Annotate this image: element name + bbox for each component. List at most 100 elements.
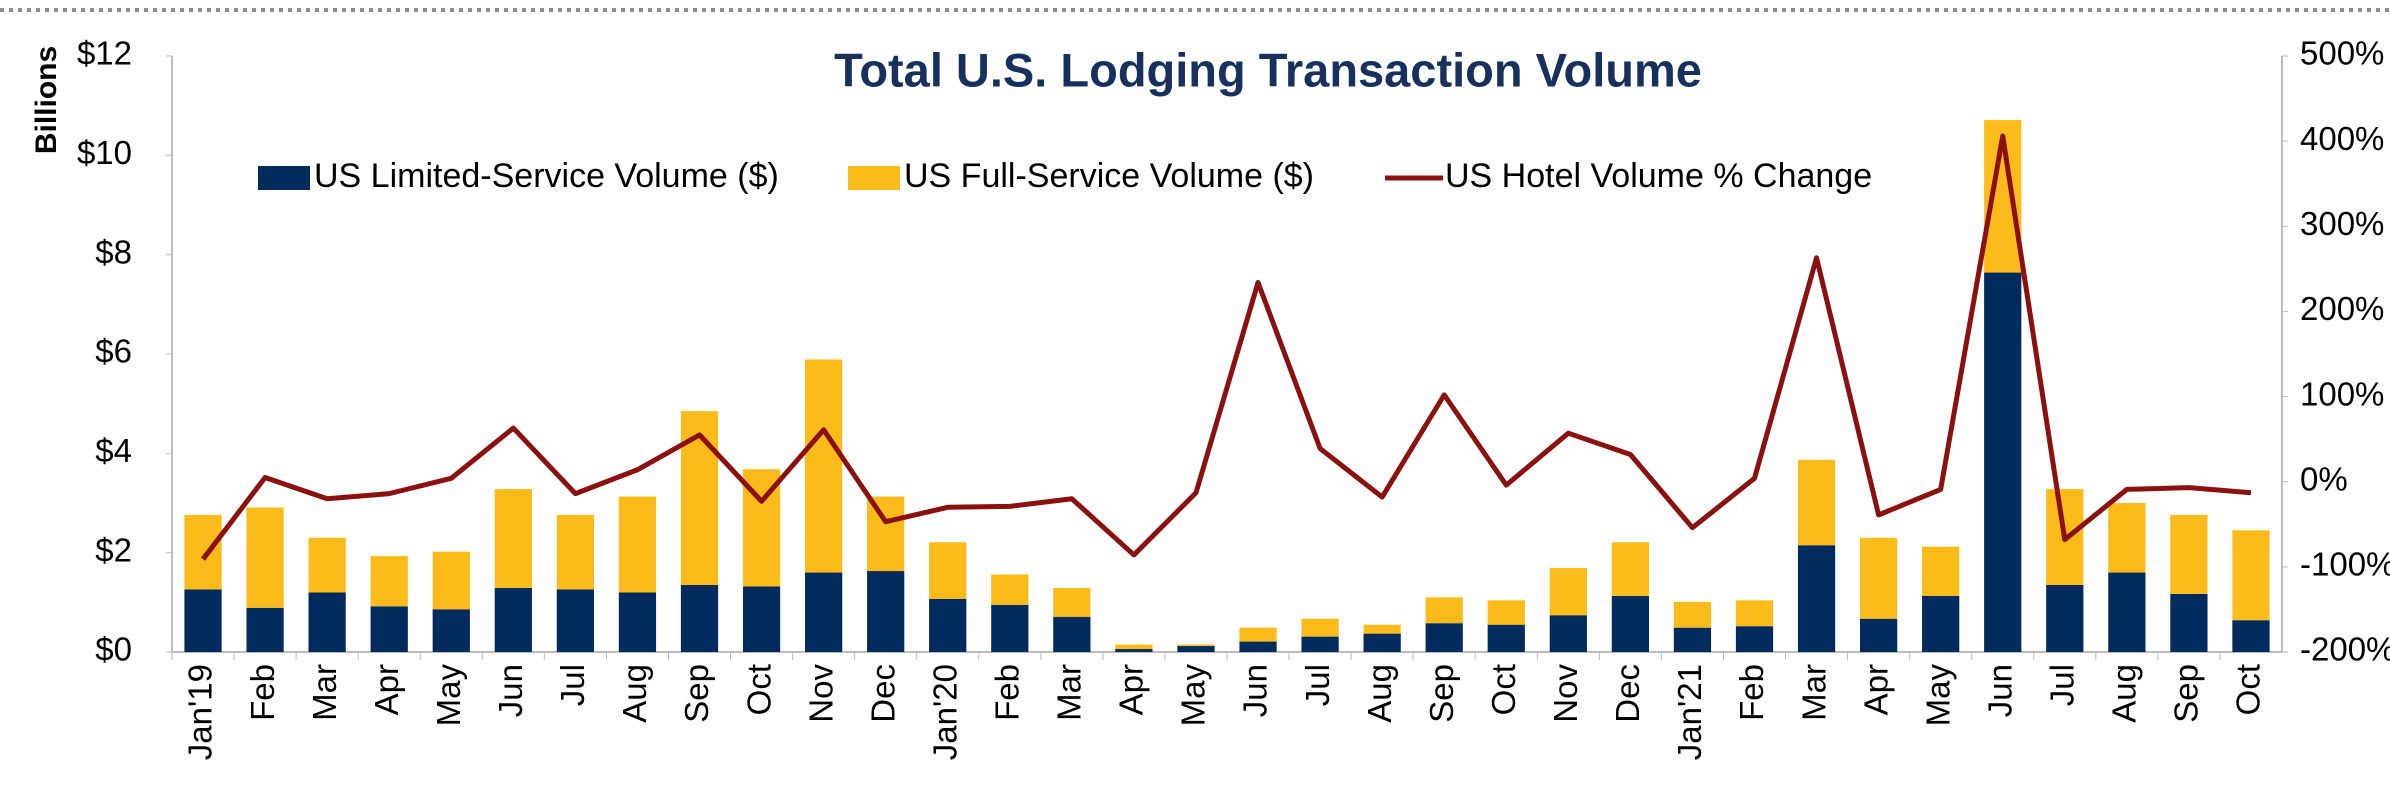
bar: [929, 542, 967, 599]
x-tick-label: Oct: [2230, 664, 2267, 715]
x-tick-label: Aug: [616, 664, 653, 723]
bar: [2232, 530, 2270, 621]
x-tick-label: Jan'19: [182, 664, 219, 760]
bar: [184, 589, 222, 652]
x-tick-label: Apr: [1857, 664, 1894, 715]
x-tick-label: Jan'21: [1671, 664, 1708, 760]
y-tick-label: $12: [77, 35, 132, 72]
bar: [1611, 595, 1649, 652]
x-tick-label: Jul: [1299, 664, 1336, 706]
bar: [1363, 624, 1401, 634]
bar: [1611, 542, 1649, 596]
x-tick-label: Mar: [1795, 664, 1832, 721]
bar: [1922, 546, 1960, 596]
bar: [991, 604, 1029, 652]
bar: [1425, 597, 1463, 624]
legend-label: US Limited-Service Volume ($): [314, 157, 779, 195]
x-tick-label: May: [1919, 664, 1956, 727]
bar: [432, 551, 470, 610]
bar: [1487, 624, 1525, 652]
y-tick-label: $4: [95, 432, 132, 469]
bar: [2170, 593, 2208, 652]
bar: [494, 489, 532, 588]
bar: [1673, 601, 1712, 628]
x-tick-label: Jun: [492, 664, 529, 717]
y-tick-label: $0: [95, 631, 132, 668]
bar: [1984, 272, 2022, 652]
bar: [2170, 514, 2208, 594]
x-tick-label: Oct: [1485, 664, 1522, 715]
x-tick-label: Dec: [1609, 664, 1646, 723]
bar: [1239, 627, 1277, 642]
bar: [1735, 600, 1774, 627]
legend-swatch: [848, 166, 900, 190]
x-tick-label: Jun: [1981, 664, 2018, 717]
x-tick-label: Nov: [802, 664, 839, 723]
bar: [618, 592, 657, 652]
x-tick-label: Aug: [2106, 664, 2143, 723]
bar: [1115, 649, 1153, 652]
y-axis-label: Billions: [30, 46, 63, 154]
bar: [1177, 644, 1215, 647]
bar: [1922, 595, 1960, 652]
bar: [2108, 572, 2146, 652]
bar: [1797, 545, 1836, 652]
bar: [1425, 623, 1463, 652]
bar: [867, 571, 905, 652]
legend-label: US Full-Service Volume ($): [904, 157, 1314, 195]
line-series: [201, 133, 2252, 561]
chart-title: Total U.S. Lodging Transaction Volume: [834, 43, 1702, 96]
y-tick-label: $10: [77, 134, 132, 171]
bar: [556, 514, 594, 590]
legend-label: US Hotel Volume % Change: [1445, 157, 1872, 195]
x-tick-label: Apr: [1113, 664, 1150, 715]
y2-tick-label: 300%: [2300, 205, 2384, 242]
x-tick-label: Feb: [989, 664, 1026, 721]
y2-tick-label: 500%: [2300, 35, 2384, 72]
x-tick-label: Mar: [306, 664, 343, 721]
y-tick-label: $2: [95, 531, 132, 568]
bar: [2232, 620, 2270, 652]
bar: [742, 586, 781, 652]
bar: [494, 587, 532, 652]
x-tick-label: Feb: [244, 664, 281, 721]
x-tick-label: Aug: [1361, 664, 1398, 723]
x-tick-label: Oct: [740, 664, 777, 715]
bar: [680, 584, 719, 652]
x-tick-label: Sep: [2168, 664, 2205, 723]
x-tick-label: Jun: [1237, 664, 1274, 717]
x-tick-label: May: [1175, 664, 1212, 727]
bar: [991, 574, 1029, 605]
bar: [929, 598, 967, 652]
bar: [2108, 503, 2146, 573]
bar: [246, 507, 284, 608]
bar: [1549, 615, 1587, 652]
bar: [1797, 459, 1836, 546]
bar: [1177, 646, 1215, 652]
bar: [1860, 537, 1898, 619]
bar: [1735, 626, 1774, 652]
bar: [1860, 618, 1898, 652]
bar: [1115, 644, 1153, 650]
bar: [1301, 636, 1339, 652]
y-tick-label: $6: [95, 333, 132, 370]
bar: [1363, 633, 1401, 652]
bar: [308, 537, 346, 593]
bar: [246, 607, 284, 652]
x-tick-label: Dec: [864, 664, 901, 723]
bar: [370, 606, 408, 652]
bar: [805, 359, 843, 573]
x-tick-label: Sep: [678, 664, 715, 723]
bar: [1053, 587, 1091, 617]
x-tick-label: Jan'20: [926, 664, 963, 760]
bar: [2046, 584, 2084, 652]
legend-swatch: [258, 166, 310, 190]
bar: [805, 572, 843, 652]
x-tick-label: Jul: [2044, 664, 2081, 706]
x-tick-label: Nov: [1547, 664, 1584, 723]
x-tick-label: Feb: [1733, 664, 1770, 721]
bar: [1239, 641, 1277, 652]
bar: [370, 556, 408, 607]
bar: [1549, 568, 1587, 616]
